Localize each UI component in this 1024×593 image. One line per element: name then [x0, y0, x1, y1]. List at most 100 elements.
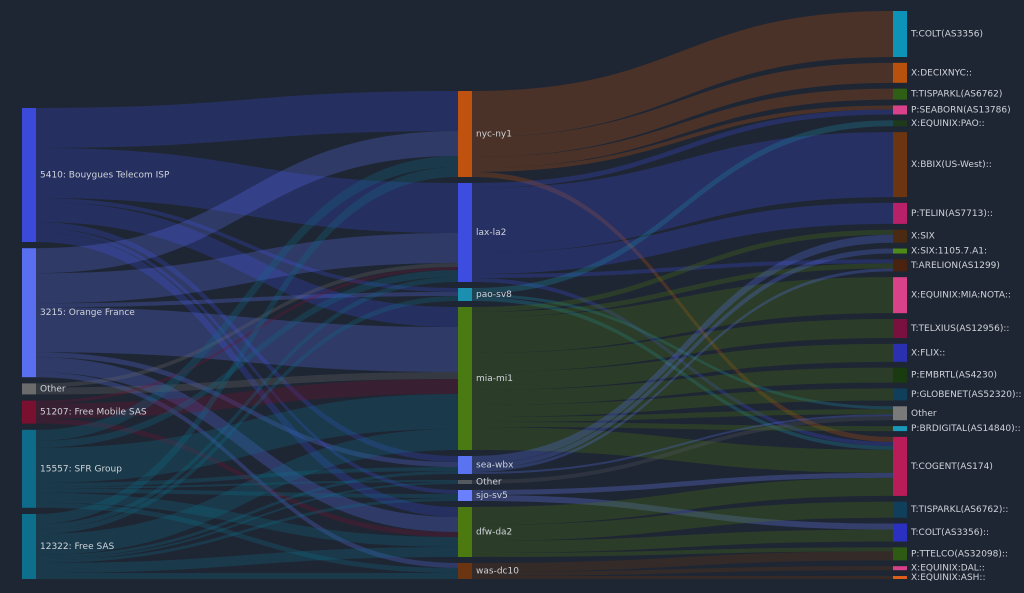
flow-link: [36, 202, 458, 327]
sankey-node: [893, 259, 907, 272]
flow-link: [472, 343, 893, 390]
flow-link: [472, 529, 893, 553]
flow-link: [472, 427, 893, 473]
node-label: X:EQUINIX:DAL::: [911, 564, 985, 574]
flow-link: [472, 263, 893, 317]
sankey-node: [22, 400, 36, 424]
flow-link: [472, 477, 893, 525]
node-label: Other: [476, 478, 502, 488]
flow-link: [472, 367, 893, 405]
node-label: T:TISPARKL(AS6762)::: [910, 505, 1008, 515]
node-label: pao-sv8: [476, 290, 512, 300]
flow-link: [36, 91, 458, 148]
sankey-node: [893, 576, 907, 579]
flow-link: [472, 229, 893, 312]
sankey-node: [22, 383, 36, 395]
flow-link: [472, 11, 893, 137]
flow-link: [36, 167, 458, 524]
node-label: P:GLOBENET(AS52320)::: [911, 390, 1022, 400]
flow-link: [472, 202, 893, 274]
flow-link: [36, 270, 458, 448]
nodes: 5410: Bouygues Telecom ISP 3215: Orange F…: [22, 11, 1022, 583]
node-label: 12322: Free SAS: [40, 542, 115, 552]
node-label: sea-wbx: [476, 461, 514, 471]
sankey-node: [893, 501, 907, 518]
flow-link: [36, 488, 458, 498]
sankey-node: [893, 523, 907, 542]
flow-link: [472, 62, 893, 158]
sankey-node: [458, 456, 472, 474]
sankey-node: [893, 388, 907, 401]
node-label: X:EQUINIX:PAO::: [911, 119, 985, 129]
node-label: sjo-sv5: [476, 491, 508, 501]
sankey-node: [893, 436, 907, 496]
flow-link: [36, 307, 458, 372]
flow-link: [472, 297, 893, 450]
node-label: nyc-ny1: [476, 130, 512, 140]
node-label: Other: [911, 409, 937, 419]
sankey-node: [893, 88, 907, 100]
flow-link: [472, 120, 893, 294]
flow-link: [36, 394, 458, 483]
sankey-node: [893, 343, 907, 362]
sankey-node: [893, 319, 907, 338]
sankey-node: [893, 367, 907, 383]
flow-link: [36, 292, 458, 308]
node-label: Other: [40, 384, 66, 394]
flow-link: [36, 547, 458, 573]
sankey-node: [458, 183, 472, 282]
sankey-node: [893, 132, 907, 198]
node-label: 3215: Orange France: [40, 308, 135, 318]
sankey-node: [458, 480, 472, 484]
flow-link: [36, 222, 458, 462]
flow-link: [36, 482, 458, 560]
flow-link: [36, 233, 458, 304]
sankey-node: [22, 108, 36, 242]
node-label: dfw-da2: [476, 528, 512, 538]
flow-link: [36, 372, 458, 395]
node-label: T:COGENT(AS174): [910, 462, 993, 472]
flow-link: [36, 492, 458, 547]
flow-link: [36, 429, 458, 555]
flow-link: [36, 372, 458, 568]
node-label: T:ARELION(AS1299): [910, 261, 1000, 271]
sankey-node: [893, 11, 907, 57]
node-label: T:COLT(AS3356)::: [910, 528, 989, 538]
flow-link: [472, 388, 893, 417]
flow-link: [472, 109, 893, 188]
flow-link: [472, 105, 893, 172]
node-label: P:BRDIGITAL(AS14840)::: [911, 424, 1021, 434]
node-label: P:TELIN(AS7713)::: [911, 209, 993, 219]
flow-link: [36, 379, 458, 419]
node-label: T:TELXIUS(AS12956)::: [910, 324, 1009, 334]
sankey-node: [893, 202, 907, 224]
node-label: P:SEABORN(AS13786): [911, 105, 1011, 115]
flow-link: [472, 409, 893, 422]
sankey-node: [458, 288, 472, 301]
sankey-node: [893, 426, 907, 432]
flow-link: [472, 88, 893, 168]
flow-link: [36, 131, 458, 274]
flow-link: [472, 472, 893, 495]
flow-link: [472, 259, 893, 278]
sankey-node: [893, 547, 907, 561]
flow-link: [472, 416, 893, 484]
flow-link: [36, 263, 458, 388]
node-label: P:EMBRTL(AS4230): [911, 371, 997, 381]
flow-link: [472, 576, 893, 579]
flow-link: [472, 277, 893, 353]
sankey-node: [893, 406, 907, 421]
node-label: 5410: Bouygues Telecom ISP: [40, 171, 170, 181]
node-label: T:COLT(AS3356): [910, 30, 983, 40]
sankey-node: [458, 307, 472, 450]
flow-link: [472, 422, 893, 432]
flow-link: [472, 501, 893, 541]
sankey-node: [893, 105, 907, 115]
flow-link: [472, 172, 893, 442]
flow-link: [472, 566, 893, 576]
node-label: 51207: Free Mobile SAS: [40, 408, 147, 418]
flow-link: [36, 573, 458, 579]
flow-link: [36, 498, 458, 563]
